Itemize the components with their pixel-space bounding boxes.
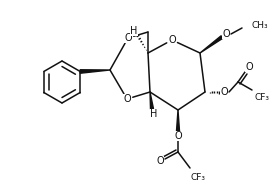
Polygon shape xyxy=(200,36,223,53)
Text: CF₃: CF₃ xyxy=(191,173,206,181)
Text: CF₃: CF₃ xyxy=(254,93,269,102)
Text: H: H xyxy=(130,26,138,36)
Text: O: O xyxy=(156,156,164,166)
Text: CH₃: CH₃ xyxy=(252,21,269,29)
Text: O: O xyxy=(222,29,230,39)
Polygon shape xyxy=(80,70,110,73)
Text: O: O xyxy=(123,94,131,104)
Text: O: O xyxy=(124,33,132,43)
Text: O: O xyxy=(220,87,228,97)
Polygon shape xyxy=(177,110,180,131)
Text: O: O xyxy=(174,131,182,141)
Polygon shape xyxy=(150,92,153,109)
Text: O: O xyxy=(168,35,176,45)
Text: H: H xyxy=(150,109,158,119)
Text: O: O xyxy=(245,62,253,72)
